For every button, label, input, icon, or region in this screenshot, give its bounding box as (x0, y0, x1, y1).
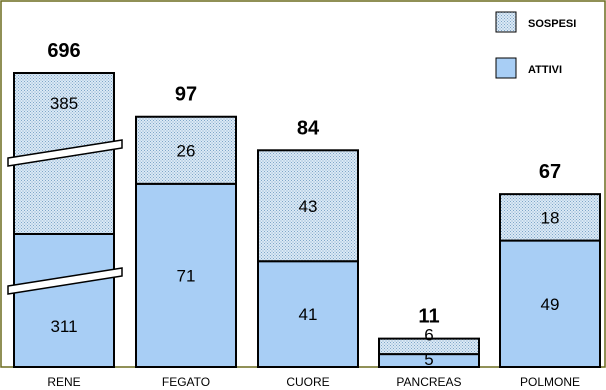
x-tick-label-fegato: FEGATO (162, 375, 210, 389)
x-tick-label-polmone: POLMONE (520, 375, 580, 389)
total-label-fegato: 97 (175, 84, 197, 106)
x-tick-labels-group: RENE FEGATO CUORE PANCREAS POLMONE (47, 375, 580, 389)
value-label-sospesi-pancreas: 6 (424, 326, 433, 345)
segment-labels-group: 311 385 71 26 41 43 5 6 49 18 (50, 94, 560, 369)
bar-attivi-polmone (499, 239, 601, 368)
value-label-attivi-polmone: 49 (541, 295, 560, 314)
axis-break-marks-group (7, 139, 123, 295)
value-label-attivi-pancreas: 5 (424, 350, 433, 369)
legend-label-attivi: ATTIVI (528, 64, 562, 76)
total-label-cuore: 84 (297, 117, 320, 139)
total-label-pancreas: 11 (418, 306, 439, 328)
axis-break-mark (7, 139, 123, 167)
total-label-rene: 696 (47, 40, 80, 62)
total-labels-group: 696 97 84 11 67 (47, 40, 561, 328)
value-label-sospesi-fegato: 26 (177, 141, 196, 160)
bar-sospesi-pancreas (378, 337, 480, 356)
value-label-attivi-fegato: 71 (177, 266, 196, 285)
total-label-polmone: 67 (539, 161, 561, 183)
legend: SOSPESI ATTIVI (495, 11, 576, 79)
x-tick-label-cuore: CUORE (286, 375, 329, 389)
legend-swatch-sospesi (495, 11, 517, 33)
axis-break-mark (7, 267, 123, 295)
value-label-sospesi-polmone: 18 (541, 208, 560, 227)
x-tick-label-rene: RENE (47, 375, 80, 389)
bar-attivi-fegato (135, 182, 237, 368)
bar-sospesi-fegato (135, 115, 237, 185)
bar-attivi-cuore (257, 260, 359, 368)
x-tick-label-pancreas: PANCREAS (396, 375, 461, 389)
value-label-sospesi-rene: 385 (50, 94, 78, 113)
bar-sospesi-polmone (499, 193, 601, 242)
legend-label-sospesi: SOSPESI (528, 18, 576, 30)
legend-swatch-attivi (495, 57, 517, 79)
value-label-attivi-cuore: 41 (299, 305, 318, 324)
bar-attivi-rene (13, 233, 115, 368)
value-label-sospesi-cuore: 43 (299, 197, 318, 216)
value-label-attivi-rene: 311 (50, 317, 77, 336)
bar-sospesi-cuore (257, 149, 359, 263)
